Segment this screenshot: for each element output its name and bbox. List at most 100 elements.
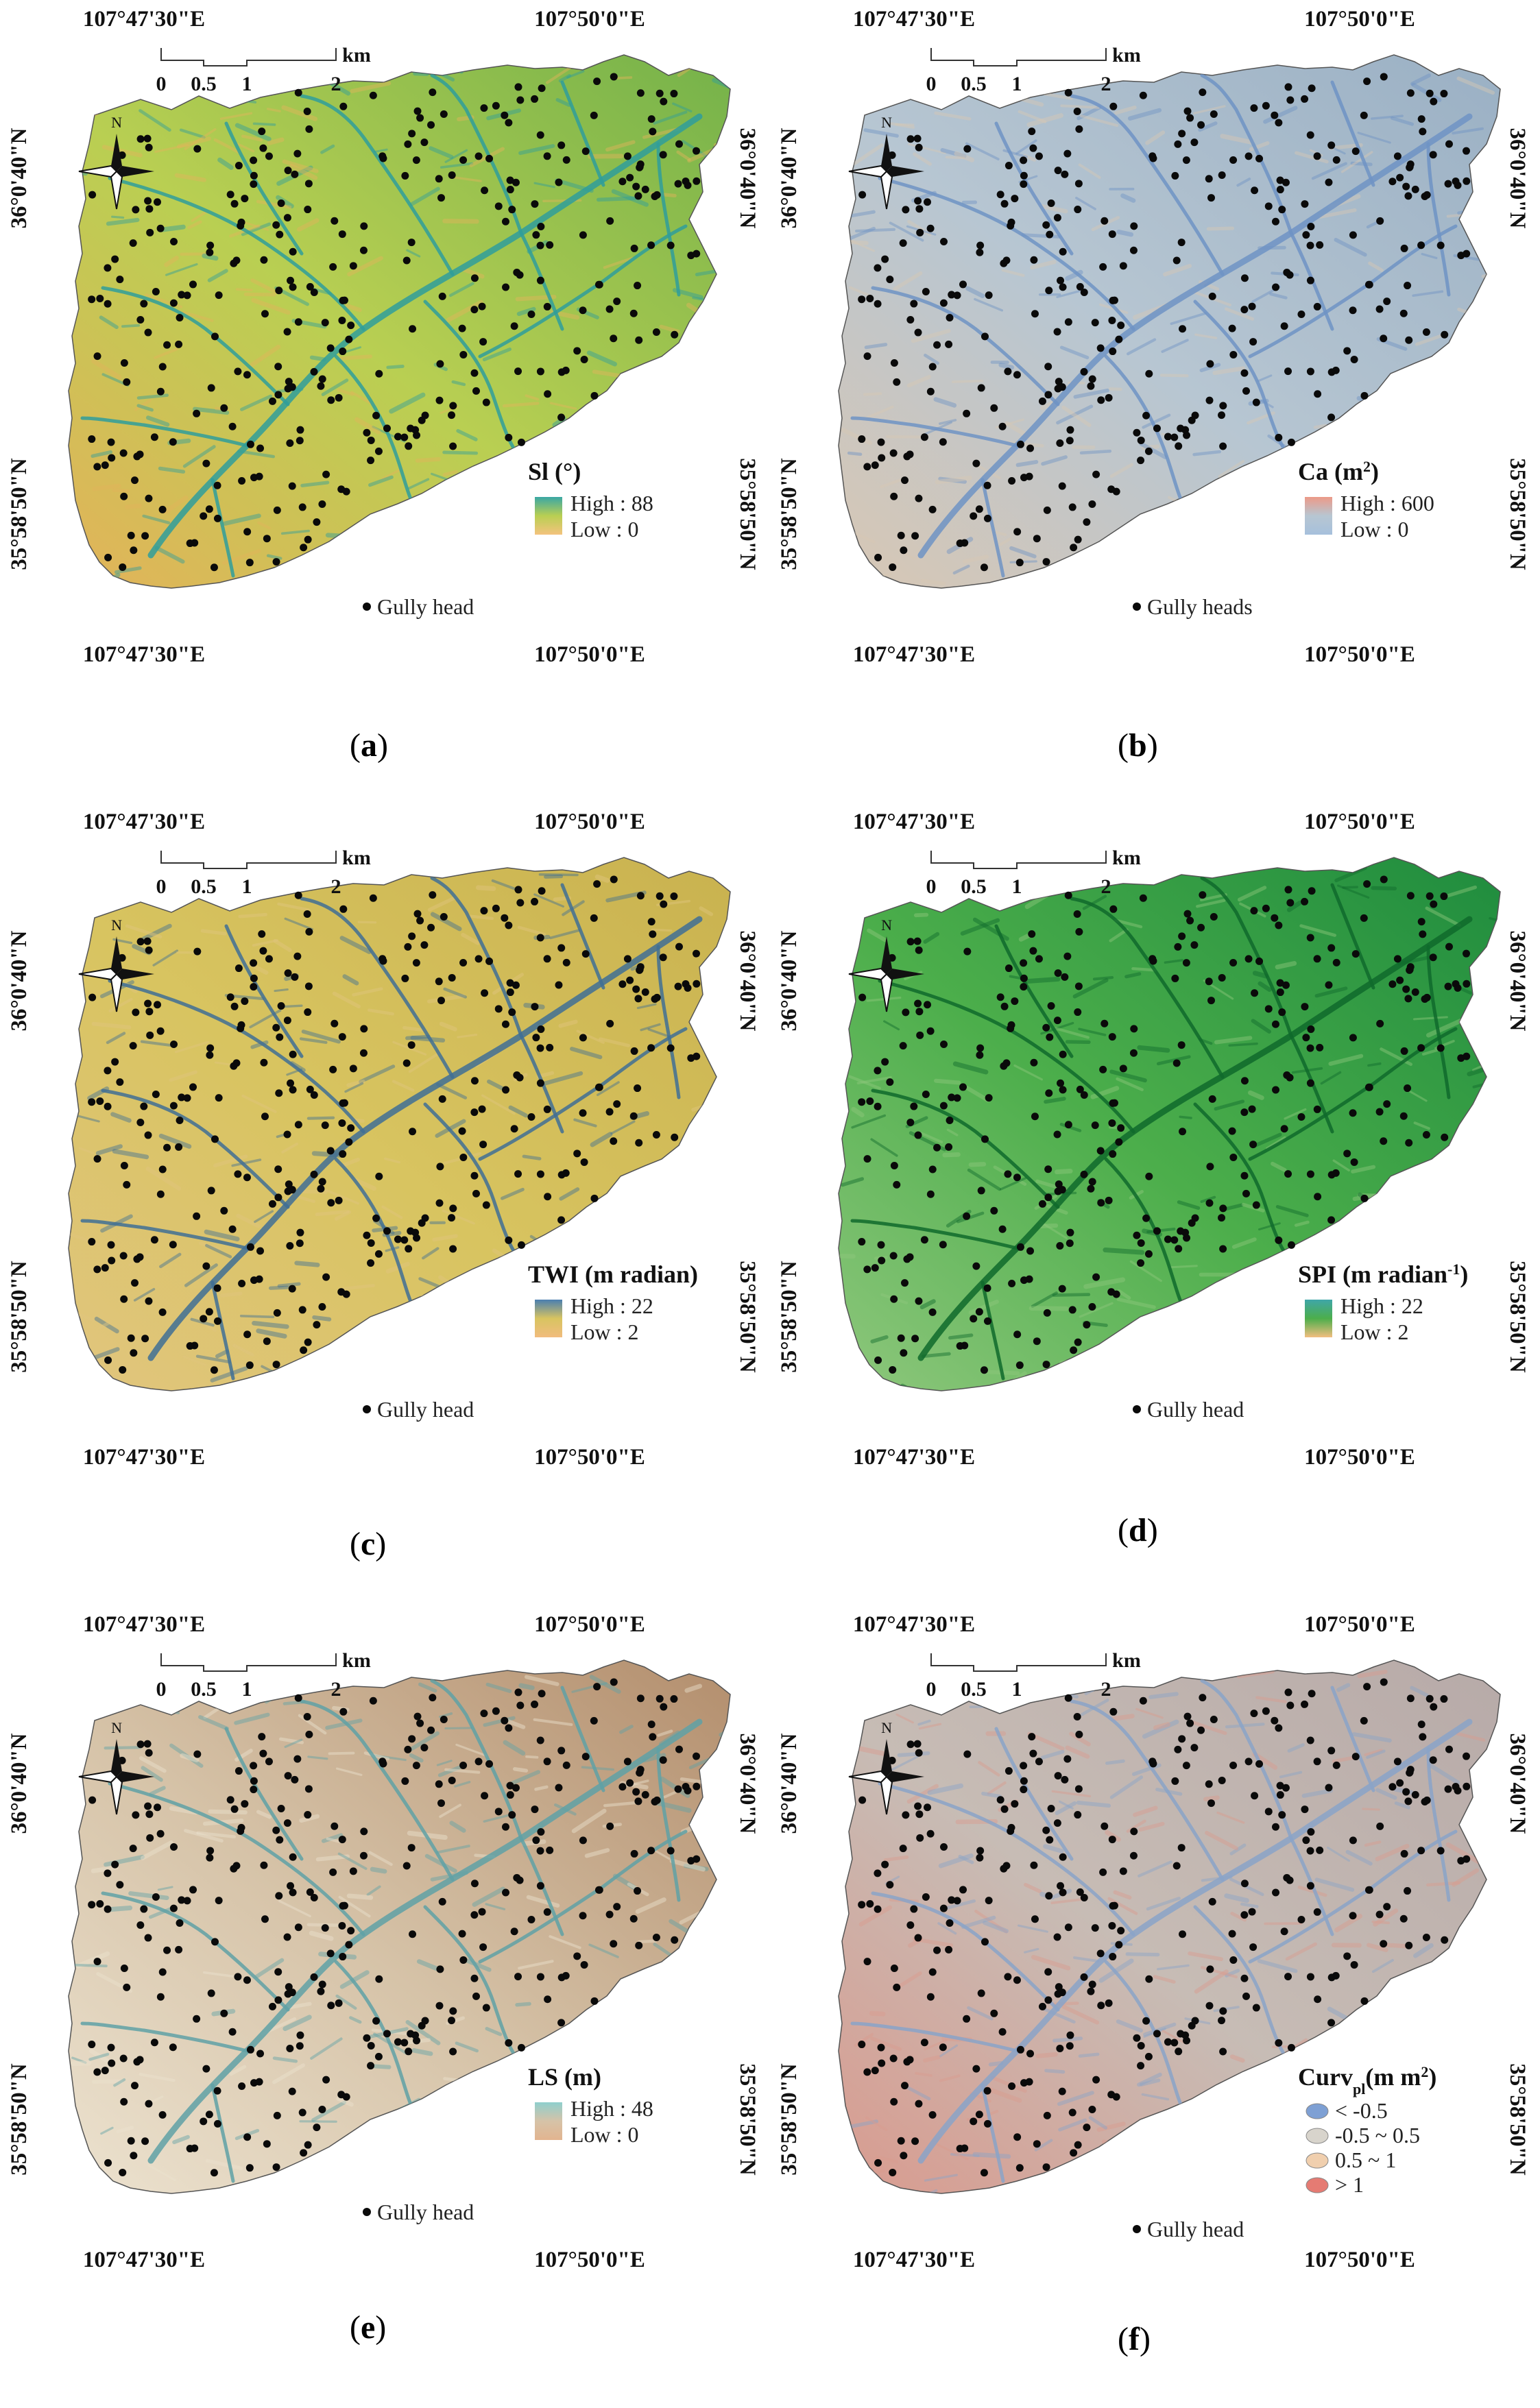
gully-head-point bbox=[408, 932, 416, 940]
gully-head-point bbox=[413, 910, 422, 918]
gully-head-point bbox=[265, 1758, 273, 1766]
gully-head-point bbox=[158, 1165, 167, 1173]
gully-head-point bbox=[1252, 2004, 1260, 2012]
scale-tick-label: 1 bbox=[1012, 73, 1022, 95]
gully-head-point bbox=[1228, 1127, 1236, 1135]
gully-head-point bbox=[1307, 1025, 1315, 1034]
gully-head-point bbox=[193, 1750, 202, 1758]
gully-head-point bbox=[1255, 1760, 1264, 1768]
gully-head-point bbox=[1183, 1712, 1192, 1720]
gully-head-point bbox=[1144, 2052, 1153, 2060]
gully-head-point bbox=[886, 1881, 894, 1889]
gully-head-point bbox=[1028, 1733, 1036, 1741]
gully-head-point bbox=[339, 102, 348, 110]
gully-head-point bbox=[1278, 1008, 1286, 1017]
gully-head-point bbox=[152, 288, 160, 296]
gully-head-point bbox=[671, 1936, 679, 1944]
gully-head-point bbox=[1229, 958, 1238, 966]
gully-head-point bbox=[258, 127, 266, 136]
gully-head-point bbox=[243, 1173, 251, 1182]
gully-head-point bbox=[158, 505, 167, 513]
gully-head-point bbox=[1075, 1730, 1083, 1738]
gully-head-point bbox=[1441, 330, 1449, 339]
gully-head-point bbox=[156, 1027, 165, 1035]
bottom-left-longitude: 107°47'30"E bbox=[83, 2248, 205, 2272]
gully-head-point bbox=[1142, 2017, 1151, 2025]
gully-head-point bbox=[1404, 995, 1412, 1003]
gully-head-point bbox=[874, 1905, 882, 1913]
gully-head-point bbox=[289, 283, 297, 291]
legend-color-ramp bbox=[1305, 497, 1332, 535]
gully-head-point bbox=[863, 1155, 871, 1163]
gully-head-point bbox=[1182, 959, 1190, 967]
gully-head-point bbox=[133, 2058, 141, 2066]
gully-head-point bbox=[1174, 140, 1182, 148]
gully-head-point bbox=[1396, 173, 1404, 182]
gully-head-point bbox=[1053, 1933, 1061, 1941]
gully-head-point bbox=[1440, 1695, 1448, 1703]
gully-head-point bbox=[275, 1892, 283, 1900]
gully-head-point bbox=[1240, 1880, 1249, 1888]
gully-head-point bbox=[684, 1786, 692, 1795]
right-lower-latitude: 35°58'50"N bbox=[1505, 458, 1530, 570]
gully-head-point bbox=[294, 88, 302, 97]
gully-head-point bbox=[536, 1079, 544, 1087]
gully-head-point bbox=[874, 1102, 882, 1110]
gully-head-point bbox=[1109, 102, 1118, 110]
gully-head-point bbox=[176, 313, 184, 321]
gully-head-point bbox=[288, 383, 296, 391]
gully-head-point bbox=[1137, 2041, 1145, 2050]
gully-head-point bbox=[206, 1051, 214, 1059]
gully-head-point bbox=[940, 238, 948, 246]
gully-head-point bbox=[1383, 1903, 1391, 1911]
gully-head-point bbox=[626, 976, 634, 984]
gully-head-point bbox=[926, 1993, 935, 2001]
gully-head-point bbox=[1206, 1965, 1214, 1973]
gully-head-legend: Gully head bbox=[1133, 2217, 1244, 2241]
gully-head-point bbox=[108, 2059, 116, 2067]
gully-head-point bbox=[1284, 886, 1292, 894]
scale-tick-label: 0 bbox=[156, 73, 167, 95]
right-lower-latitude: 35°58'50"N bbox=[735, 1261, 760, 1373]
gully-head-point bbox=[304, 2141, 312, 2149]
scale-bar: 0 0.5 1 2km bbox=[926, 1649, 1141, 1701]
gully-head-point bbox=[294, 318, 302, 326]
gully-head-point bbox=[169, 299, 178, 307]
gully-head-point bbox=[1177, 1041, 1186, 1049]
gully-head-point bbox=[479, 1141, 488, 1149]
gully-head-point bbox=[1074, 206, 1082, 214]
gully-head-point bbox=[288, 2087, 296, 2095]
gully-head-point bbox=[210, 332, 219, 341]
gully-head-point bbox=[127, 1334, 135, 1342]
bottom-left-longitude: 107°47'30"E bbox=[853, 2248, 975, 2272]
gully-head-point bbox=[1088, 500, 1096, 508]
gully-head-point bbox=[531, 95, 539, 103]
gully-head-point bbox=[405, 442, 413, 450]
gully-head-point bbox=[1417, 1044, 1425, 1052]
gully-head-point bbox=[1109, 1150, 1117, 1158]
gully-head-point bbox=[359, 1049, 368, 1057]
gully-head-point bbox=[1033, 2140, 1041, 2148]
gully-head-point bbox=[1380, 875, 1388, 884]
gully-head-point bbox=[1100, 1822, 1109, 1830]
gully-head-point bbox=[438, 1095, 446, 1103]
gully-head-point bbox=[1088, 2105, 1096, 2113]
gully-head-point bbox=[543, 1758, 551, 1766]
gully-head-point bbox=[900, 476, 909, 485]
gully-head-point bbox=[318, 375, 326, 383]
gully-head-point bbox=[1306, 1736, 1314, 1744]
gully-head-point bbox=[605, 1910, 614, 1919]
gully-head-point bbox=[104, 1869, 112, 1877]
gully-head-point bbox=[514, 83, 522, 91]
gully-head-point bbox=[1149, 154, 1157, 162]
gully-head-point bbox=[402, 1059, 411, 1067]
gully-head-point bbox=[636, 163, 644, 171]
gully-head-point bbox=[259, 947, 267, 955]
gully-head-point bbox=[647, 1720, 655, 1729]
gully-head-point bbox=[1064, 1121, 1072, 1129]
gully-head-point bbox=[294, 1923, 302, 1932]
gully-head-label: Gully head bbox=[377, 594, 474, 619]
gully-head-point bbox=[1080, 289, 1088, 297]
gully-head-point bbox=[404, 1745, 412, 1753]
gully-head-point bbox=[1175, 2047, 1183, 2056]
